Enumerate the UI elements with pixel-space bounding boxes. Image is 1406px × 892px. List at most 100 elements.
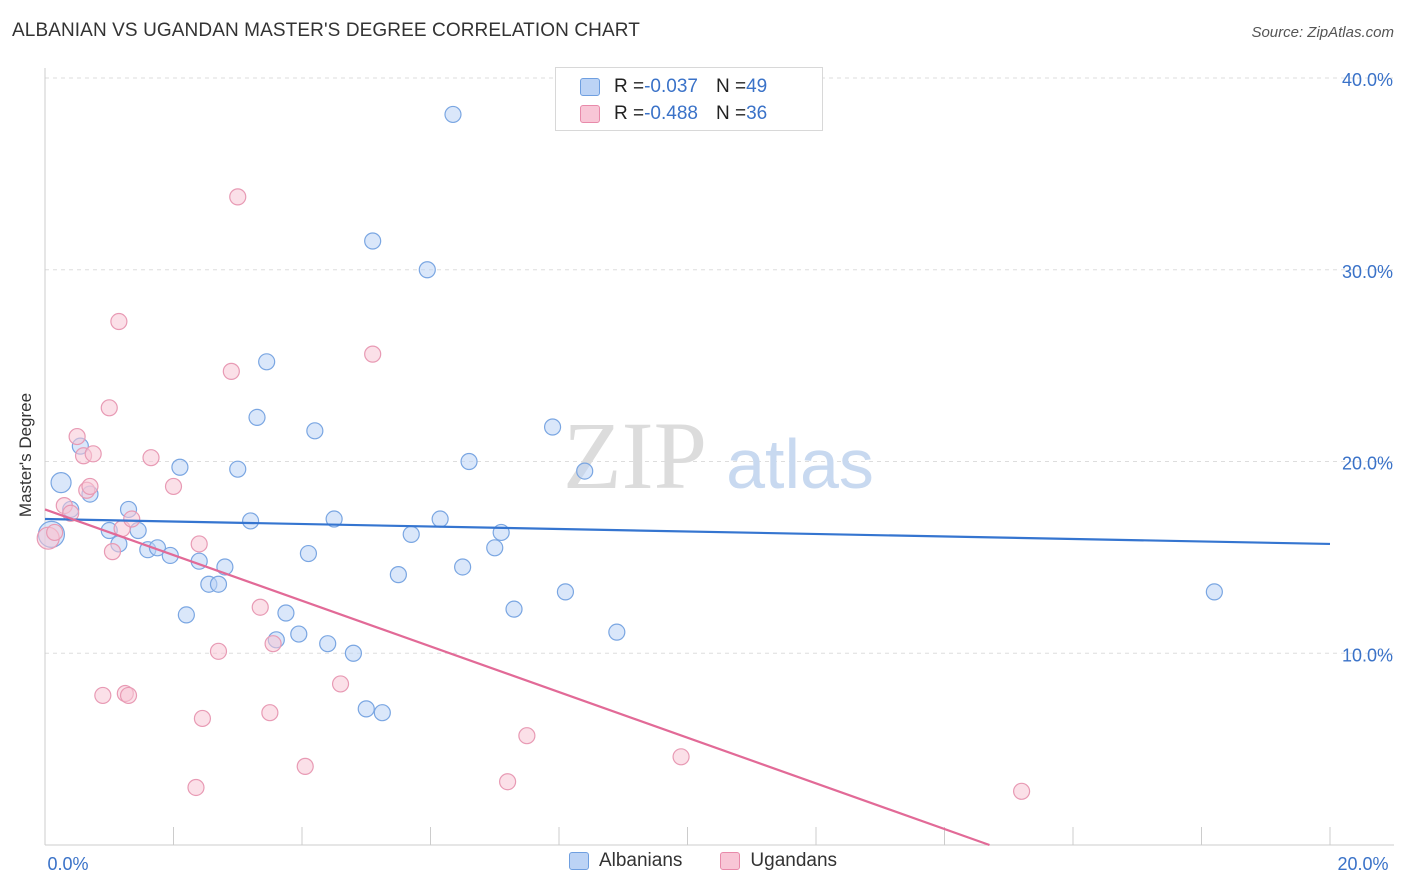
y-axis-label: Master's Degree bbox=[16, 392, 35, 518]
albanians-point bbox=[306, 422, 324, 440]
ugandans-point bbox=[331, 675, 350, 693]
watermark-zip: ZIP bbox=[563, 402, 707, 509]
albanians-trend-line bbox=[44, 517, 1331, 546]
ugandans-swatch bbox=[580, 105, 600, 123]
stats-row-ugandans: R = -0.488 N = 36 bbox=[580, 101, 767, 127]
albanians-point bbox=[576, 462, 594, 480]
ugandans-point bbox=[261, 704, 279, 722]
albanians-point bbox=[505, 600, 523, 618]
ugandans-point bbox=[518, 727, 536, 745]
r-label: R = bbox=[614, 103, 645, 124]
ugandans-point bbox=[94, 686, 112, 705]
albanians-point bbox=[373, 704, 391, 722]
albanians-point bbox=[299, 544, 318, 563]
albanians-point bbox=[431, 510, 449, 528]
ugandans-trend-line bbox=[44, 508, 990, 847]
albanians-point bbox=[454, 558, 472, 576]
stats-box: R = -0.037 N = 49 R = -0.488 N = 36 bbox=[555, 67, 823, 131]
albanians-point bbox=[418, 261, 436, 279]
source-credit: Source: ZipAtlas.com bbox=[1251, 24, 1394, 41]
y-tick-label: 10.0% bbox=[1342, 645, 1393, 665]
ugandans-point bbox=[672, 748, 690, 766]
ugandans-point bbox=[142, 449, 160, 467]
albanians-point bbox=[402, 525, 420, 543]
albanians-point bbox=[319, 635, 337, 653]
legend-swatch-albanians bbox=[568, 852, 589, 870]
legend-item-ugandans[interactable]: Ugandans bbox=[720, 850, 837, 872]
ugandans-point bbox=[103, 543, 122, 561]
ugandans-point bbox=[81, 477, 99, 496]
albanians-point bbox=[1205, 583, 1223, 601]
y-tick-label: 40.0% bbox=[1342, 70, 1393, 90]
ugandans-point bbox=[164, 477, 183, 496]
albanians-point bbox=[209, 575, 228, 593]
albanians-point bbox=[171, 458, 189, 476]
n-label: N = bbox=[715, 103, 747, 124]
albanians-point bbox=[357, 700, 375, 718]
albanians-point bbox=[229, 460, 247, 478]
stats-row-albanians: R = -0.037 N = 49 bbox=[580, 74, 767, 100]
trend-lines bbox=[44, 508, 1331, 847]
data-points bbox=[36, 105, 1223, 800]
ugandans-point bbox=[119, 686, 138, 705]
ugandans-point bbox=[100, 399, 118, 417]
ugandans-point bbox=[222, 362, 240, 380]
ugandans-point bbox=[364, 345, 382, 363]
ugandans-point bbox=[84, 445, 102, 463]
albanians-point bbox=[325, 510, 343, 528]
ugandans-point bbox=[229, 188, 247, 206]
x-tick-label: 20.0% bbox=[1337, 854, 1388, 874]
albanians-point bbox=[389, 566, 407, 584]
albanians-point bbox=[277, 604, 295, 622]
y-tick-label: 20.0% bbox=[1342, 454, 1393, 474]
albanians-point bbox=[258, 353, 276, 371]
legend-label-ugandans: Ugandans bbox=[750, 850, 838, 871]
ugandans-point bbox=[187, 778, 205, 797]
albanians-point bbox=[364, 232, 382, 250]
albanians-point bbox=[460, 452, 478, 471]
legend: Albanians Ugandans bbox=[0, 850, 1406, 872]
albanians-point bbox=[556, 583, 575, 601]
albanians-point bbox=[608, 623, 626, 641]
ugandans-point bbox=[1012, 782, 1031, 800]
legend-item-albanians[interactable]: Albanians bbox=[568, 850, 683, 872]
ugandans-point bbox=[123, 510, 141, 528]
legend-swatch-ugandans bbox=[720, 852, 741, 870]
chart-title: ALBANIAN VS UGANDAN MASTER'S DEGREE CORR… bbox=[12, 20, 640, 41]
ugandans-point bbox=[209, 642, 228, 660]
watermark-atlas: atlas bbox=[726, 425, 874, 503]
albanians-point bbox=[50, 471, 72, 494]
albanians-point bbox=[543, 418, 562, 436]
albanians-point bbox=[344, 644, 362, 662]
albanians-swatch bbox=[580, 78, 600, 96]
n-value: 49 bbox=[746, 76, 768, 97]
r-value: -0.488 bbox=[644, 103, 698, 124]
x-tick-label: 0.0% bbox=[47, 854, 88, 874]
albanians-point bbox=[242, 512, 260, 530]
ugandans-point bbox=[296, 757, 314, 775]
ugandans-point bbox=[193, 709, 212, 728]
r-value: -0.037 bbox=[644, 76, 698, 97]
r-label: R = bbox=[614, 76, 645, 97]
tick-labels: 10.0% 20.0% 30.0% 40.0% 0.0% 20.0% bbox=[47, 70, 1393, 874]
legend-label-albanians: Albanians bbox=[598, 850, 683, 871]
grid-lines bbox=[45, 77, 1394, 654]
y-tick-label: 30.0% bbox=[1342, 262, 1393, 282]
albanians-point bbox=[177, 606, 195, 624]
albanians-point bbox=[290, 625, 308, 643]
albanians-point bbox=[486, 539, 504, 557]
ugandans-point bbox=[499, 773, 517, 791]
albanians-point bbox=[248, 408, 266, 426]
albanians-point bbox=[444, 105, 462, 124]
ugandans-point bbox=[264, 635, 282, 653]
ugandans-point bbox=[190, 535, 208, 553]
ugandans-point bbox=[110, 312, 128, 331]
ugandans-point bbox=[68, 427, 86, 446]
watermark: ZIP atlas bbox=[563, 402, 874, 509]
n-value: 36 bbox=[746, 103, 768, 124]
n-label: N = bbox=[715, 76, 747, 97]
ugandans-point bbox=[251, 598, 269, 616]
ugandans-point bbox=[46, 523, 64, 542]
axes bbox=[44, 68, 1394, 846]
